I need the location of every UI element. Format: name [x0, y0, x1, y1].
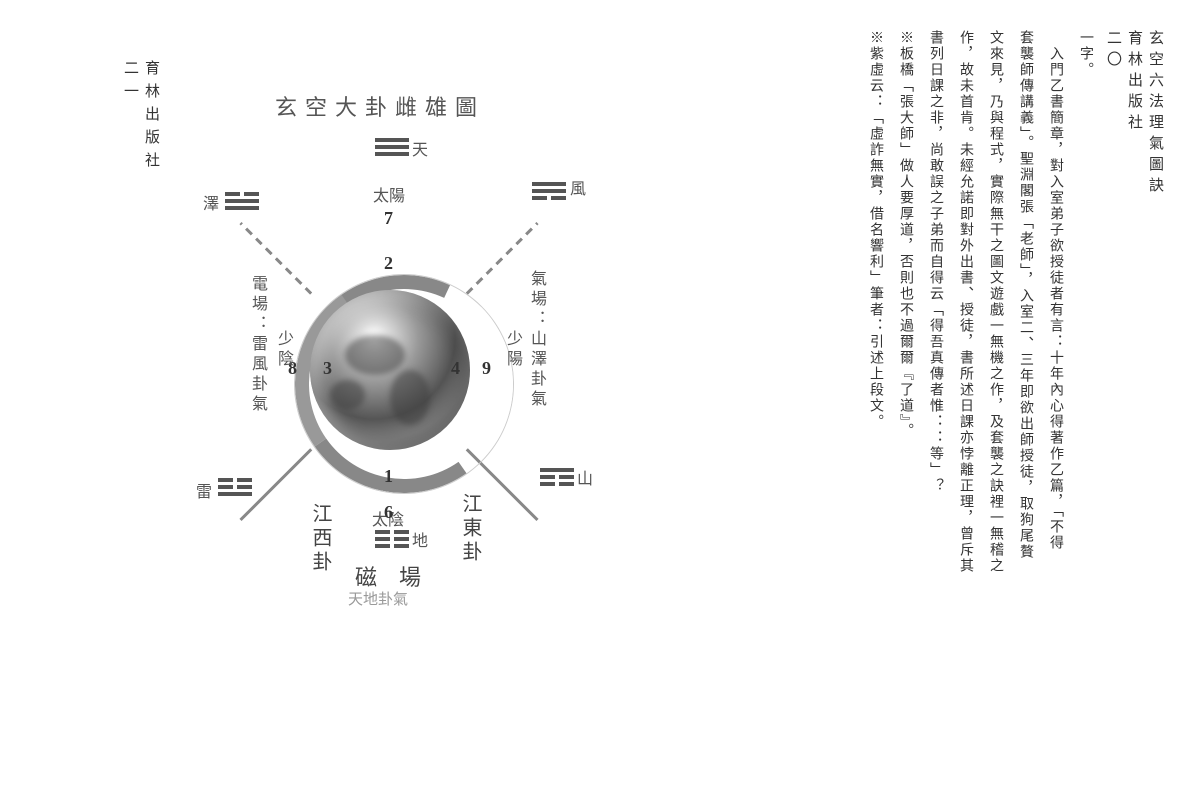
publisher-right: 育林出版社	[1126, 30, 1142, 135]
num-3: 3	[323, 358, 332, 379]
right-page: 玄空六法理氣圖訣 育林出版社 二〇 一字。 入門乙書簡章，對入室弟子欲授徒者有言…	[857, 30, 1157, 761]
header-right: 玄空六法理氣圖訣 育林出版社 二〇	[1103, 30, 1166, 410]
trigram-lake	[225, 192, 259, 213]
text-col-6: 書列日課之非，尚敢誤之子弟而自得云「得吾真傳者惟：：等」？	[921, 30, 949, 650]
pagenum-left: 二一	[122, 60, 138, 106]
text-col-7: ※板橋「張大師」做人要厚道，否則也不過爾爾『了道』。	[891, 30, 919, 650]
label-west-gua: 江西卦	[306, 503, 335, 575]
text-col-2: 入門乙書簡章，對入室弟子欲授徒者有言：十年內心得著作乙篇，「不得	[1041, 30, 1069, 650]
trigram-heaven	[375, 138, 409, 159]
char-lake: 澤	[203, 190, 219, 214]
publisher-left: 育林出版社	[143, 60, 159, 175]
label-qichang-right: 氣場：山澤卦氣	[524, 270, 548, 410]
book-title-header: 玄空六法理氣圖訣	[1147, 30, 1163, 198]
num-9: 9	[482, 358, 491, 379]
diagram-title: 玄空大卦雌雄圖	[275, 90, 485, 122]
char-wind: 風	[570, 175, 586, 199]
label-shaoyang: 少陽	[500, 330, 524, 370]
label-dianchang-left: 電場：雷風卦氣	[245, 275, 269, 415]
num-4: 4	[451, 358, 460, 379]
globe-image	[310, 290, 470, 450]
text-col-3: 套襲師傳講義」。聖淵閣張「老師」，入室二、三年即欲出師授徒，取狗尾贅	[1011, 30, 1039, 650]
char-thunder: 雷	[196, 478, 212, 502]
text-col-8: ※紫虛云：「虛詐無實，借名響利」筆者：引述上段文。	[861, 30, 889, 650]
char-heaven: 天	[412, 136, 428, 160]
num-2: 2	[384, 253, 393, 274]
char-mountain: 山	[577, 465, 593, 489]
label-east-gua: 江東卦	[456, 493, 485, 565]
trigram-earth	[375, 530, 409, 551]
num-6: 6	[384, 502, 393, 523]
left-page-footer: 育林出版社 二一	[120, 60, 162, 760]
bagua-diagram: 玄空大卦雌雄圖 天 太陽 風 澤 山 雷 地 太陰 7	[170, 90, 590, 610]
text-col-1: 一字。	[1071, 30, 1099, 650]
label-taiyang: 太陽	[373, 182, 405, 206]
label-shaoyin: 少陰	[271, 330, 295, 370]
num-1: 1	[384, 466, 393, 487]
trigram-wind	[532, 182, 566, 203]
right-page-columns: 玄空六法理氣圖訣 育林出版社 二〇 一字。 入門乙書簡章，對入室弟子欲授徒者有言…	[857, 30, 1166, 761]
trigram-thunder	[218, 478, 252, 499]
label-bottom-qi: 天地卦氣	[348, 588, 408, 609]
text-col-5: 作，故未首肯。未經允諾即對外出書、授徒，書所述日課亦悖離正理，曾斥其	[951, 30, 979, 650]
trigram-mountain	[540, 468, 574, 489]
char-earth: 地	[412, 527, 428, 551]
text-col-4: 文來見，乃與程式，實際無干之圖文遊戲一無機之作，及套襲之訣裡一無稽之	[981, 30, 1009, 650]
num-7: 7	[384, 208, 393, 229]
pagenum-right: 二〇	[1105, 30, 1121, 72]
